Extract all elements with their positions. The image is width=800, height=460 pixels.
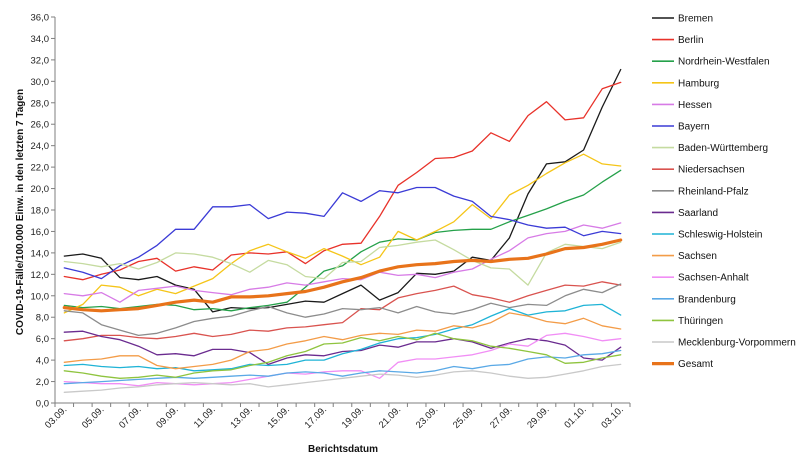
y-tick-label: 8,0 <box>36 313 49 324</box>
y-tick-label: 32,0 <box>31 55 50 66</box>
y-tick-label: 10,0 <box>31 291 50 302</box>
x-tick-label: 09.09. <box>154 404 180 430</box>
x-tick-label: 25.09. <box>451 404 477 430</box>
legend-label-sachsen-anhalt: Sachsen-Anhalt <box>678 273 749 284</box>
y-tick-label: 34,0 <box>31 34 50 45</box>
y-tick-label: 6,0 <box>36 334 49 345</box>
y-axis: 0,0 2,0 4,0 6,0 8,0 10,0 12,0 14,0 16,0 18,0 20,0 2… <box>31 13 56 410</box>
series-line-schleswig-holstein <box>63 303 622 372</box>
legend-label-brandenburg: Brandenburg <box>678 294 736 305</box>
y-tick-label: 30,0 <box>31 77 50 88</box>
series-line-hamburg <box>63 153 622 314</box>
x-tick-label: 19.09. <box>340 404 366 430</box>
x-tick-label: 01.10. <box>562 404 588 430</box>
y-tick-label: 14,0 <box>31 248 50 259</box>
y-tick-label: 2,0 <box>36 377 49 388</box>
x-tick-label: 27.09. <box>488 404 514 430</box>
y-axis-title: COVID-19-Fälle/100.000 Einw. in den letz… <box>15 89 26 335</box>
series-line-sachsen-anhalt <box>63 332 622 387</box>
legend-label-saarland: Saarland <box>678 208 718 219</box>
series-line-gesamt <box>62 238 623 313</box>
y-tick-label: 22,0 <box>31 163 50 174</box>
legend-label-schleswig-holstein: Schleswig-Holstein <box>678 230 762 241</box>
series-line-rheinland-pfalz <box>63 283 622 337</box>
legend-label-hessen: Hessen <box>678 100 712 111</box>
legend-label-mecklenburg-vorpommern: Mecklenburg-Vorpommern <box>678 338 796 349</box>
legend: Bremen Berlin Nordrhein-Westfalen Hamburg He… <box>652 14 796 370</box>
legend-label-bremen: Bremen <box>678 14 713 25</box>
x-axis: 03.09. 05.09. 07.09. 09.09. 11.09. 13.09. 15.0… <box>43 402 631 431</box>
y-tick-label: 20,0 <box>31 184 50 195</box>
series-line-baden-w-rttemberg <box>63 239 622 286</box>
series-line-hessen <box>63 222 622 303</box>
x-tick-label: 07.09. <box>117 404 143 430</box>
legend-label-sachsen: Sachsen <box>678 251 717 262</box>
series-lines <box>62 68 623 393</box>
y-tick-label: 0,0 <box>36 399 49 410</box>
series-line-niedersachsen <box>63 281 622 342</box>
x-tick-label: 29.09. <box>525 404 551 430</box>
series-line-bremen <box>63 68 622 313</box>
legend-label-rheinland-pfalz: Rheinland-Pfalz <box>678 186 749 197</box>
x-tick-label: 21.09. <box>377 404 403 430</box>
legend-label-hamburg: Hamburg <box>678 78 719 89</box>
legend-label-baden-w-rttemberg: Baden-Württemberg <box>678 143 768 154</box>
series-line-mecklenburg-vorpommern <box>63 363 622 393</box>
x-tick-label: 13.09. <box>228 404 254 430</box>
x-tick-label: 15.09. <box>266 404 292 430</box>
y-tick-label: 24,0 <box>31 141 50 152</box>
y-tick-label: 4,0 <box>36 356 49 367</box>
x-tick-label: 03.10. <box>599 404 625 430</box>
y-tick-label: 28,0 <box>31 98 50 109</box>
y-tick-label: 18,0 <box>31 206 50 217</box>
legend-label-th-ringen: Thüringen <box>678 316 723 327</box>
series-line-th-ringen <box>63 332 622 379</box>
series-line-saarland <box>63 330 622 366</box>
series-line-sachsen <box>63 312 622 370</box>
x-tick-label: 17.09. <box>303 404 329 430</box>
legend-label-berlin: Berlin <box>678 35 704 46</box>
y-tick-label: 12,0 <box>31 270 50 281</box>
y-tick-label: 16,0 <box>31 227 50 238</box>
y-tick-label: 26,0 <box>31 120 50 131</box>
legend-label-gesamt: Gesamt <box>678 359 713 370</box>
x-tick-label: 05.09. <box>80 404 106 430</box>
legend-label-niedersachsen: Niedersachsen <box>678 165 745 176</box>
series-line-bayern <box>63 186 622 280</box>
y-tick-label: 36,0 <box>31 13 50 24</box>
legend-label-bayern: Bayern <box>678 122 710 133</box>
x-axis-title: Berichtsdatum <box>308 444 378 455</box>
series-line-brandenburg <box>63 349 622 385</box>
legend-label-nordrhein-westfalen: Nordrhein-Westfalen <box>678 57 770 68</box>
series-line-berlin <box>63 81 622 281</box>
x-tick-label: 23.09. <box>414 404 440 430</box>
x-tick-label: 11.09. <box>192 404 218 430</box>
